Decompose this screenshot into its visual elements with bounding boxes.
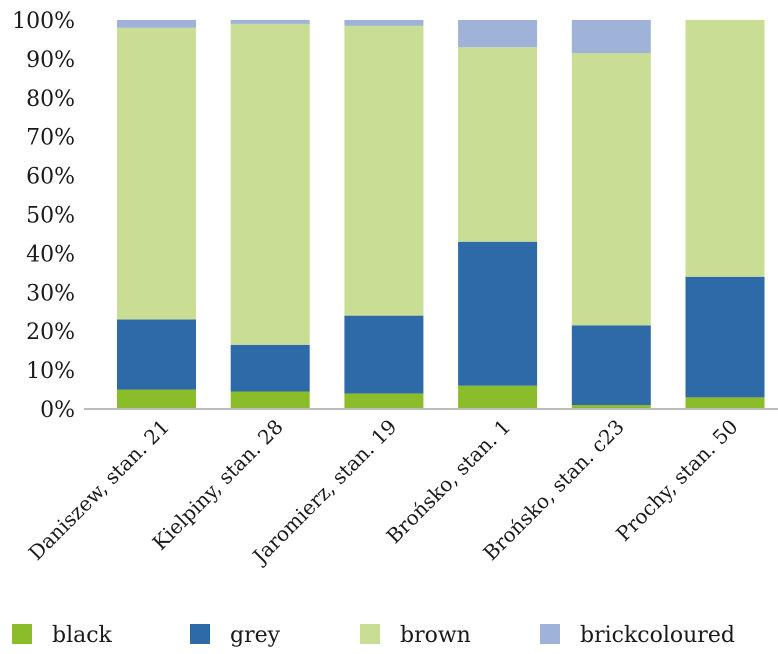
bar-segment-brown (685, 20, 765, 277)
bar-segment-brickcoloured (117, 20, 196, 28)
y-tick-label: 20% (26, 320, 75, 345)
bar-segment-brown (571, 53, 651, 326)
x-category-label: Brońsko, stan. 1 (382, 415, 516, 549)
bar-segment-black (571, 405, 651, 409)
y-tick-label: 10% (26, 359, 75, 384)
bar-segment-grey (344, 315, 424, 394)
bar-segment-brown (458, 47, 538, 242)
bar-segment-brown (117, 27, 196, 320)
bar-segment-black (344, 393, 424, 409)
y-tick-label: 80% (26, 87, 75, 112)
bar-segment-black (117, 389, 196, 409)
y-tick-label: 0% (40, 398, 75, 423)
legend-label-black: black (52, 623, 113, 648)
bar-segment-grey (230, 344, 310, 392)
bar-segment-brickcoloured (571, 20, 651, 54)
x-category-label: Prochy, stan. 50 (611, 415, 742, 546)
bars-group (117, 20, 765, 409)
legend-swatch-black (12, 624, 32, 644)
legend-label-brickcoloured: brickcoloured (580, 623, 735, 648)
bar-segment-brown (230, 23, 310, 345)
y-axis-ticks: 0% 10% 20% 30% 40% 50% 60% 70% 80% 90% 100% (12, 9, 75, 423)
y-tick-label: 100% (12, 9, 75, 34)
bar-segment-brown (344, 25, 424, 316)
bar-segment-brickcoloured (230, 20, 310, 24)
bar-segment-grey (117, 319, 196, 390)
bar-segment-brickcoloured (344, 20, 424, 26)
y-tick-label: 40% (26, 242, 75, 267)
bar-segment-brickcoloured (458, 20, 538, 48)
legend-swatch-brown (360, 624, 380, 644)
legend-swatch-grey (190, 624, 210, 644)
bar-segment-grey (571, 325, 651, 406)
y-tick-label: 90% (26, 48, 75, 73)
y-tick-label: 30% (26, 281, 75, 306)
legend: black grey brown brickcoloured (12, 623, 735, 648)
bar-segment-grey (458, 241, 538, 386)
bar-segment-black (685, 397, 765, 409)
y-tick-label: 50% (26, 204, 75, 229)
legend-swatch-brickcoloured (540, 624, 560, 644)
bar-segment-grey (685, 276, 765, 398)
legend-label-grey: grey (230, 623, 281, 648)
bar-segment-black (230, 391, 310, 409)
bar-segment-black (458, 385, 538, 409)
y-tick-label: 60% (26, 165, 75, 190)
y-tick-label: 70% (26, 126, 75, 151)
legend-label-brown: brown (400, 623, 471, 648)
